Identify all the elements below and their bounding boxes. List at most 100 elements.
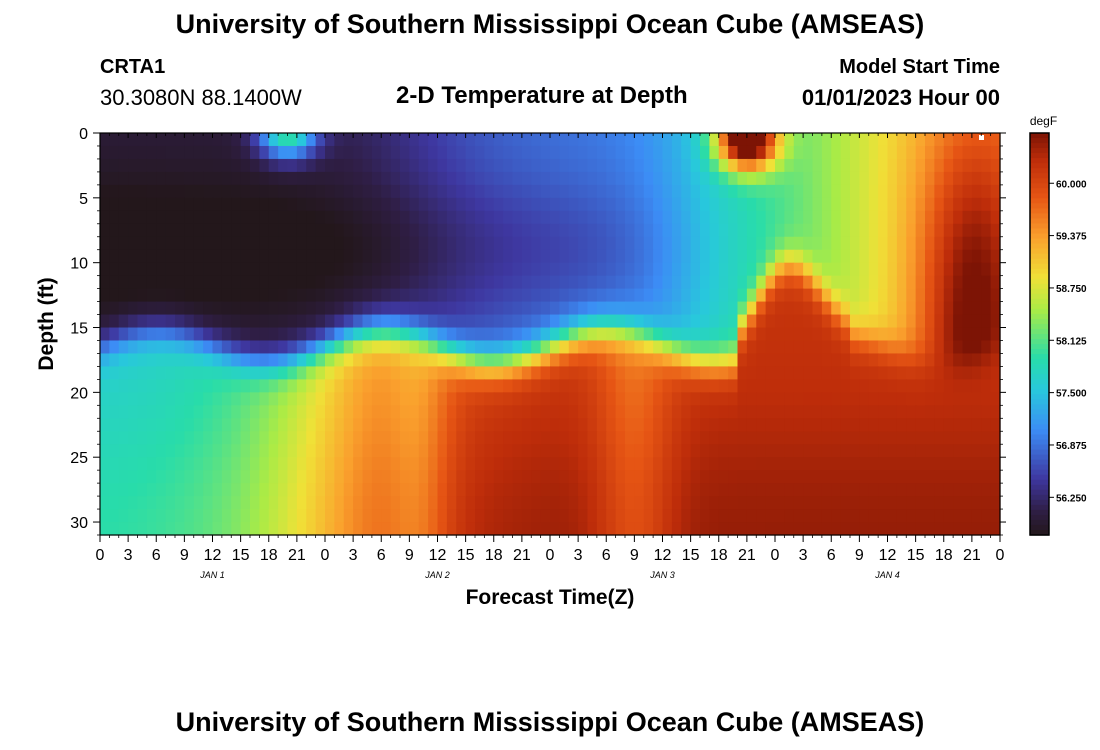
heatmap-cell xyxy=(728,184,739,199)
heatmap-cell xyxy=(625,249,635,264)
heatmap-cell xyxy=(353,483,364,497)
heatmap-cell xyxy=(381,223,392,238)
heatmap-cell xyxy=(437,366,448,380)
heatmap-cell xyxy=(812,327,823,342)
colorbar-segment xyxy=(1030,524,1049,531)
heatmap-cell xyxy=(803,483,814,497)
heatmap-cell xyxy=(925,301,935,316)
heatmap-cell xyxy=(559,145,570,160)
heatmap-cell xyxy=(221,158,232,173)
heatmap-cell xyxy=(896,210,907,225)
heatmap-cell xyxy=(287,405,298,419)
heatmap-cell xyxy=(156,223,167,238)
heatmap-cell xyxy=(662,133,673,147)
heatmap-cell xyxy=(221,145,232,160)
heatmap-cell xyxy=(156,392,167,406)
heatmap-cell xyxy=(812,444,823,458)
heatmap-cell xyxy=(250,145,260,160)
heatmap-cell xyxy=(643,340,654,355)
heatmap-cell xyxy=(390,145,401,160)
heatmap-cell xyxy=(690,392,701,406)
heatmap-cell xyxy=(531,275,542,290)
heatmap-cell xyxy=(587,509,598,523)
heatmap-cell xyxy=(353,275,364,290)
heatmap-cell xyxy=(531,210,542,225)
heatmap-cell xyxy=(521,184,532,199)
heatmap-cell xyxy=(146,392,157,406)
heatmap-cell xyxy=(137,249,148,264)
heatmap-cell xyxy=(203,210,214,225)
heatmap-cell xyxy=(700,158,710,173)
heatmap-cell xyxy=(831,223,842,238)
heatmap-cell xyxy=(971,236,982,251)
colorbar-segment xyxy=(1030,409,1049,416)
heatmap-cell xyxy=(981,133,992,147)
heatmap-cell xyxy=(756,366,767,380)
heatmap-cell xyxy=(859,418,870,432)
colorbar-segment xyxy=(1030,268,1049,275)
heatmap-cell xyxy=(465,483,476,497)
heatmap-cell xyxy=(700,236,710,251)
heatmap-cell xyxy=(615,236,626,251)
heatmap-cell xyxy=(568,418,579,432)
heatmap-cell xyxy=(850,340,860,355)
heatmap-cell xyxy=(212,327,223,342)
heatmap-cell xyxy=(728,262,739,277)
heatmap-cell xyxy=(493,249,504,264)
heatmap-cell xyxy=(643,197,654,212)
heatmap-cell xyxy=(671,470,682,484)
heatmap-cell xyxy=(643,262,654,277)
heatmap-cell xyxy=(728,236,739,251)
heatmap-cell xyxy=(953,301,964,316)
heatmap-cell xyxy=(953,288,964,303)
heatmap-cell xyxy=(137,379,148,393)
heatmap-cell xyxy=(765,366,776,380)
heatmap-cell xyxy=(643,392,654,406)
heatmap-cell xyxy=(109,431,120,445)
heatmap-cell xyxy=(371,353,382,368)
heatmap-cell xyxy=(128,210,139,225)
heatmap-cell xyxy=(896,496,907,510)
heatmap-cell xyxy=(671,379,682,393)
heatmap-cell xyxy=(756,418,767,432)
heatmap-cell xyxy=(446,379,457,393)
colorbar-segment xyxy=(1030,238,1049,245)
heatmap-cell xyxy=(371,197,382,212)
heatmap-cell xyxy=(718,431,729,445)
heatmap-cell xyxy=(193,496,204,510)
heatmap-cell xyxy=(681,379,692,393)
heatmap-cell xyxy=(175,184,185,199)
heatmap-cell xyxy=(446,418,457,432)
heatmap-cell xyxy=(456,405,467,419)
heatmap-cell xyxy=(662,509,673,523)
heatmap-cell xyxy=(962,353,973,368)
heatmap-cell xyxy=(681,223,692,238)
heatmap-cell xyxy=(578,457,589,471)
heatmap-cell xyxy=(878,223,889,238)
colorbar-segment xyxy=(1030,484,1049,491)
colorbar-segment xyxy=(1030,328,1049,335)
heatmap-cell xyxy=(259,457,270,471)
heatmap-cell xyxy=(475,340,485,355)
heatmap-cell xyxy=(390,340,401,355)
heatmap-cell xyxy=(775,340,785,355)
heatmap-cell xyxy=(437,405,448,419)
heatmap-cell xyxy=(925,405,935,419)
heatmap-cell xyxy=(493,223,504,238)
heatmap-cell xyxy=(784,223,795,238)
heatmap-cell xyxy=(193,353,204,368)
heatmap-cell xyxy=(634,418,645,432)
heatmap-cell xyxy=(821,223,832,238)
heatmap-cell xyxy=(371,483,382,497)
heatmap-cell xyxy=(671,184,682,199)
heatmap-cell xyxy=(250,197,260,212)
heatmap-cell xyxy=(306,145,317,160)
heatmap-cell xyxy=(625,418,635,432)
heatmap-cell xyxy=(793,314,804,329)
heatmap-cell xyxy=(456,431,467,445)
heatmap-cell xyxy=(315,418,326,432)
heatmap-cell xyxy=(240,353,251,368)
heatmap-cell xyxy=(596,210,607,225)
heatmap-cell xyxy=(540,470,551,484)
heatmap-cell xyxy=(240,470,251,484)
